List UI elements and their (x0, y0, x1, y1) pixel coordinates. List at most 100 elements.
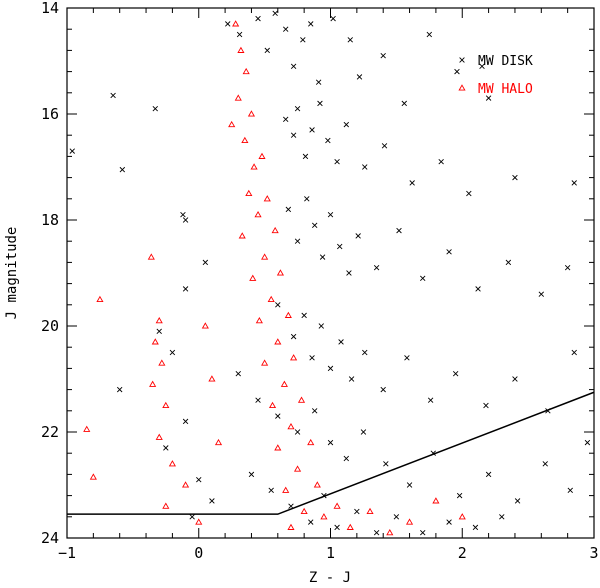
disk-point (438, 158, 444, 165)
disk-point (290, 63, 297, 70)
disk-point (294, 429, 301, 435)
disk-point (152, 105, 158, 112)
disk-point (446, 249, 452, 255)
disk-point (347, 37, 353, 43)
disk-point (180, 211, 186, 218)
disk-point (163, 445, 169, 451)
disk-point (110, 92, 116, 99)
halo-point (245, 189, 253, 197)
halo-point (386, 528, 394, 536)
halo-point (274, 338, 282, 345)
y-tick-label: 22 (41, 423, 59, 441)
disk-point (119, 166, 126, 173)
disk-point (505, 259, 512, 266)
disk-point (406, 482, 413, 488)
disk-point (512, 376, 518, 382)
disk-point (327, 439, 334, 446)
legend-disk-label: MW DISK (478, 54, 533, 69)
halo-point (151, 338, 159, 345)
y-tick-label: 24 (41, 529, 59, 547)
x-tick-label: 0 (194, 544, 203, 562)
disk-point (355, 233, 361, 239)
halo-point (208, 375, 216, 382)
halo-point (458, 513, 466, 520)
y-tick-label: 20 (41, 317, 59, 335)
disk-point (282, 116, 289, 123)
halo-point (250, 163, 258, 170)
x-tick-label: 2 (458, 544, 467, 562)
disk-point (327, 365, 334, 372)
disk-point (380, 52, 386, 59)
disk-point (169, 349, 176, 356)
disk-point (381, 143, 388, 149)
disk-point (571, 349, 577, 356)
halo-point (280, 380, 288, 387)
disk-point (294, 105, 301, 112)
halo-point (96, 295, 104, 303)
disk-point (311, 408, 318, 414)
disk-point (485, 95, 492, 101)
disk-point (309, 127, 315, 133)
disk-point (564, 264, 571, 271)
disk-point (248, 471, 255, 478)
disk-point (196, 476, 202, 483)
halo-point (405, 518, 414, 525)
selection-cut-line (67, 391, 595, 515)
disk-point (319, 254, 326, 260)
halo-point (232, 20, 240, 27)
disk-point (360, 429, 367, 435)
halo-point (155, 316, 163, 324)
disk-point (454, 68, 460, 75)
halo-point (346, 523, 354, 530)
halo-point (366, 507, 374, 515)
disk-point (300, 37, 306, 43)
halo-point (83, 425, 91, 432)
disk-point (275, 413, 281, 419)
y-tick-label: 14 (41, 0, 59, 17)
disk-point (209, 498, 215, 504)
y-tick-label: 16 (41, 105, 59, 123)
halo-point (149, 380, 157, 387)
halo-point (181, 481, 190, 488)
disk-point (571, 180, 577, 186)
halo-point (201, 322, 209, 329)
disk-point (282, 26, 289, 32)
halo-point (300, 507, 308, 515)
disk-point (420, 529, 426, 536)
disk-point (348, 376, 355, 382)
disk-point (189, 514, 195, 520)
halo-point (313, 481, 321, 488)
halo-point (432, 497, 440, 504)
halo-point (261, 359, 269, 366)
disk-point (236, 31, 243, 38)
disk-point (315, 79, 322, 85)
disk-point (268, 487, 274, 494)
halo-point (155, 433, 163, 440)
disk-point (318, 323, 324, 329)
halo-point (263, 195, 271, 202)
disk-point (311, 222, 318, 229)
halo-point (267, 295, 275, 303)
disk-point (404, 355, 410, 361)
disk-point (308, 519, 314, 525)
disk-point (285, 206, 292, 213)
disk-point (420, 275, 426, 282)
disk-point (499, 514, 505, 520)
legend-halo-marker (458, 84, 466, 91)
halo-point (293, 465, 302, 472)
y-axis-label: J magnitude (4, 227, 20, 320)
disk-point (584, 439, 591, 446)
disk-point (456, 492, 463, 499)
disk-point (272, 10, 278, 17)
x-axis-label: Z - J (309, 570, 351, 586)
disk-point (202, 259, 209, 266)
disk-point (472, 524, 479, 531)
disk-point (290, 132, 297, 138)
halo-point (228, 120, 236, 128)
disk-point (396, 227, 402, 234)
halo-point (195, 518, 203, 525)
disk-point (325, 137, 331, 144)
lines-layer (67, 391, 595, 515)
disk-point (330, 15, 336, 22)
disk-point (156, 328, 162, 335)
